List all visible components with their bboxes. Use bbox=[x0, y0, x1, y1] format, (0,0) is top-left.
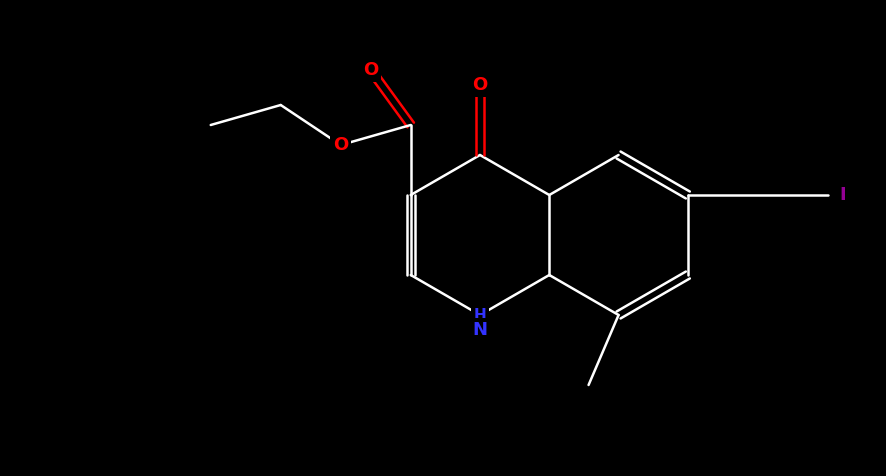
Text: O: O bbox=[333, 136, 348, 154]
Text: N: N bbox=[472, 321, 487, 339]
Text: O: O bbox=[472, 76, 487, 94]
Text: H: H bbox=[473, 307, 486, 323]
Text: O: O bbox=[362, 61, 378, 79]
Text: I: I bbox=[838, 186, 845, 204]
